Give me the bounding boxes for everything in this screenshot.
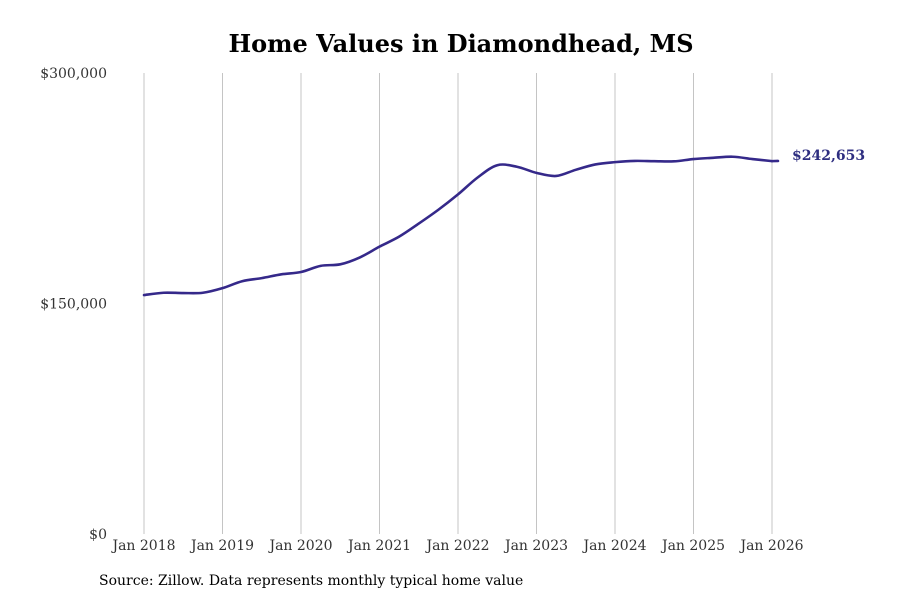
source-note: Source: Zillow. Data represents monthly …: [99, 573, 524, 589]
grid-lines: [143, 73, 773, 534]
chart-title: Home Values in Diamondhead, MS: [228, 29, 693, 58]
y-tick-label: $0: [89, 527, 107, 543]
end-value-label: $242,653: [792, 148, 865, 164]
x-tick-label: Jan 2018: [110, 538, 175, 554]
y-axis-ticks: $0 $150,000 $300,000: [40, 66, 107, 543]
y-tick-label: $150,000: [40, 297, 107, 313]
x-tick-label: Jan 2023: [503, 538, 568, 554]
series-line: [142, 155, 774, 297]
x-tick-label: Jan 2020: [267, 538, 332, 554]
x-tick-label: Jan 2024: [581, 538, 646, 554]
x-tick-label: Jan 2021: [346, 538, 411, 554]
x-tick-label: Jan 2025: [660, 538, 725, 554]
x-tick-label: Jan 2022: [424, 538, 489, 554]
y-tick-label: $300,000: [40, 66, 107, 82]
series-layer: [142, 155, 780, 297]
x-axis-ticks: Jan 2018 Jan 2019 Jan 2020 Jan 2021 Jan 2022…: [110, 538, 803, 554]
x-tick-label: Jan 2026: [738, 538, 803, 554]
x-tick-label: Jan 2019: [189, 538, 254, 554]
